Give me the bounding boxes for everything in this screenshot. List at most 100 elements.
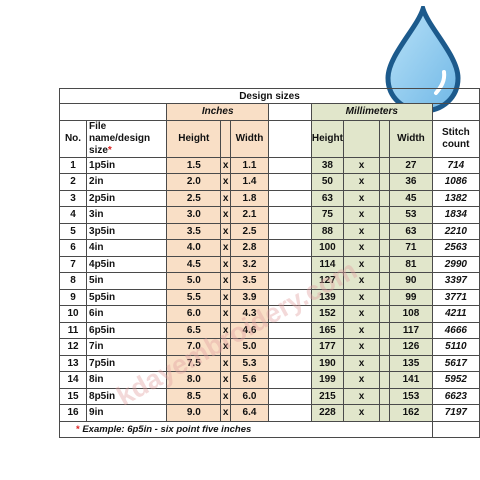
column-gap	[268, 288, 312, 306]
times-sign: x	[220, 255, 231, 273]
table-row: 10 6in 6.0 x 4.3 152 x 108 4211	[58, 305, 480, 323]
row-number: 4	[58, 206, 88, 224]
times-sign: x	[342, 222, 381, 240]
inches-group-header: Inches	[166, 103, 269, 121]
height-mm-cell: 127	[310, 272, 344, 290]
column-gap	[268, 255, 312, 273]
width-inches-cell: 4.6	[229, 321, 270, 339]
stitch-count-cell: 2563	[431, 239, 480, 257]
footnote-blank	[431, 420, 480, 438]
table-row: 7 4p5in 4.5 x 3.2 114 x 81 2990	[58, 255, 480, 273]
times-sign: x	[342, 255, 381, 273]
height-inches-cell: 8.0	[166, 371, 222, 389]
height-inches-cell: 8.5	[166, 387, 222, 405]
header-file-name-star: *	[107, 144, 112, 156]
times-sign: x	[220, 404, 231, 422]
height-mm-cell: 63	[310, 189, 344, 207]
mm-spacer	[379, 404, 391, 422]
table-row: 3 2p5in 2.5 x 1.8 63 x 45 1382	[58, 189, 480, 207]
times-sign: x	[220, 371, 231, 389]
mm-spacer	[379, 156, 391, 174]
height-inches-cell: 6.5	[166, 321, 222, 339]
height-inches-cell: 9.0	[166, 404, 222, 422]
width-mm-cell: 126	[389, 338, 433, 356]
width-mm-cell: 108	[389, 305, 433, 323]
height-inches-cell: 2.5	[166, 189, 222, 207]
table-row: 4 3in 3.0 x 2.1 75 x 53 1834	[58, 206, 480, 224]
column-gap	[268, 305, 312, 323]
mm-spacer	[379, 222, 391, 240]
height-mm-cell: 199	[310, 371, 344, 389]
file-name-cell: 6in	[86, 305, 168, 323]
height-inches-cell: 7.5	[166, 354, 222, 372]
mm-spacer	[379, 288, 391, 306]
footnote-star: *	[76, 423, 80, 435]
mm-spacer	[379, 206, 391, 224]
times-sign: x	[342, 354, 381, 372]
mm-spacer	[379, 173, 391, 191]
row-number: 6	[58, 239, 88, 257]
header-height-mm: Height	[310, 119, 344, 158]
file-name-cell: 4in	[86, 239, 168, 257]
height-inches-cell: 4.5	[166, 255, 222, 273]
row-number: 9	[58, 288, 88, 306]
width-mm-cell: 53	[389, 206, 433, 224]
stitch-count-cell: 7197	[431, 404, 480, 422]
times-sign: x	[220, 321, 231, 339]
row-number: 10	[58, 305, 88, 323]
row-number: 7	[58, 255, 88, 273]
times-sign: x	[342, 156, 381, 174]
mm-spacer	[379, 272, 391, 290]
height-mm-cell: 165	[310, 321, 344, 339]
height-mm-cell: 152	[310, 305, 344, 323]
table-row: 8 5in 5.0 x 3.5 127 x 90 3397	[58, 272, 480, 290]
width-inches-cell: 1.4	[229, 173, 270, 191]
table-row: 5 3p5in 3.5 x 2.5 88 x 63 2210	[58, 222, 480, 240]
column-gap	[268, 371, 312, 389]
stitch-count-cell: 1834	[431, 206, 480, 224]
header-gap	[268, 119, 312, 158]
column-gap	[268, 173, 312, 191]
file-name-cell: 6p5in	[86, 321, 168, 339]
height-inches-cell: 2.0	[166, 173, 222, 191]
height-inches-cell: 1.5	[166, 156, 222, 174]
width-inches-cell: 1.8	[229, 189, 270, 207]
times-sign: x	[342, 338, 381, 356]
column-gap	[268, 272, 312, 290]
stitch-count-cell: 3771	[431, 288, 480, 306]
file-name-cell: 4p5in	[86, 255, 168, 273]
table-row: 16 9in 9.0 x 6.4 228 x 162 7197	[58, 404, 480, 422]
table-row: 6 4in 4.0 x 2.8 100 x 71 2563	[58, 239, 480, 257]
width-inches-cell: 3.5	[229, 272, 270, 290]
file-name-cell: 7p5in	[86, 354, 168, 372]
width-mm-cell: 63	[389, 222, 433, 240]
table-row: 1 1p5in 1.5 x 1.1 38 x 27 714	[58, 156, 480, 174]
stitch-group-blank	[431, 103, 480, 121]
stitch-count-cell: 1382	[431, 189, 480, 207]
width-inches-cell: 5.0	[229, 338, 270, 356]
width-mm-cell: 36	[389, 173, 433, 191]
column-gap	[268, 206, 312, 224]
height-mm-cell: 38	[310, 156, 344, 174]
times-sign: x	[342, 321, 381, 339]
times-sign: x	[342, 288, 381, 306]
header-width-inches: Width	[229, 119, 270, 158]
table-row: 13 7p5in 7.5 x 5.3 190 x 135 5617	[58, 354, 480, 372]
height-mm-cell: 177	[310, 338, 344, 356]
table-row: 12 7in 7.0 x 5.0 177 x 126 5110	[58, 338, 480, 356]
times-sign: x	[220, 239, 231, 257]
times-sign: x	[220, 354, 231, 372]
height-mm-cell: 228	[310, 404, 344, 422]
width-mm-cell: 162	[389, 404, 433, 422]
table-row: 9 5p5in 5.5 x 3.9 139 x 99 3771	[58, 288, 480, 306]
file-name-cell: 8p5in	[86, 387, 168, 405]
header-sep-inches	[220, 119, 231, 158]
times-sign: x	[342, 371, 381, 389]
row-number: 14	[58, 371, 88, 389]
width-inches-cell: 5.3	[229, 354, 270, 372]
mm-spacer	[379, 371, 391, 389]
width-inches-cell: 2.1	[229, 206, 270, 224]
header-no: No.	[58, 119, 88, 158]
times-sign: x	[342, 404, 381, 422]
header-width-mm: Width	[389, 119, 433, 158]
